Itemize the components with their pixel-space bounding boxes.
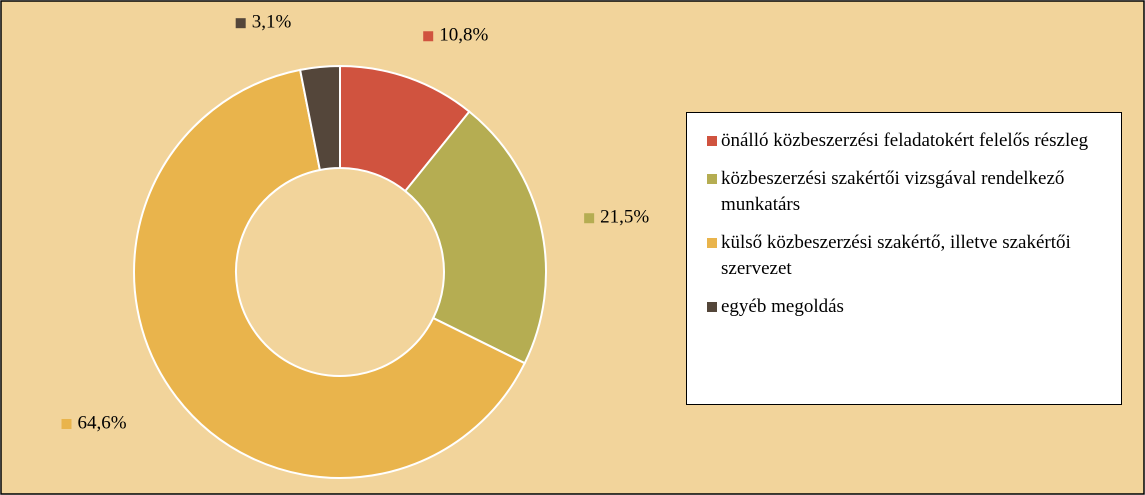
data-label: 64,6%: [78, 412, 127, 433]
donut-slice: [298, 64, 341, 172]
legend-swatch: [707, 174, 717, 184]
legend-label: külső közbeszerzési szakértő, illetve sz…: [721, 232, 1071, 279]
legend-label: egyéb megoldás: [721, 296, 844, 317]
legend-label: önálló közbeszerzési feladatokért felelő…: [721, 130, 1089, 151]
data-label: 3,1%: [252, 12, 292, 33]
legend-item: külső közbeszerzési szakértő, illetve sz…: [697, 230, 1111, 282]
legend-label: közbeszerzési szakértői vizsgával rendel…: [721, 168, 1065, 215]
label-swatch: [423, 31, 434, 42]
label-swatch: [584, 213, 595, 224]
legend-item: önálló közbeszerzési feladatokért felelő…: [697, 128, 1111, 154]
donut-slice: [133, 68, 527, 479]
label-swatch: [61, 418, 72, 429]
donut-slice: [403, 110, 547, 365]
legend-item: közbeszerzési szakértői vizsgával rendel…: [697, 166, 1111, 218]
legend-swatch: [707, 238, 717, 248]
legend-item: egyéb megoldás: [697, 294, 1111, 320]
legend-swatch: [707, 302, 717, 312]
legend-swatch: [707, 136, 717, 146]
label-swatch: [235, 18, 246, 29]
data-label: 21,5%: [600, 207, 649, 228]
legend: önálló közbeszerzési feladatokért felelő…: [686, 112, 1122, 405]
data-label: 10,8%: [439, 25, 488, 46]
